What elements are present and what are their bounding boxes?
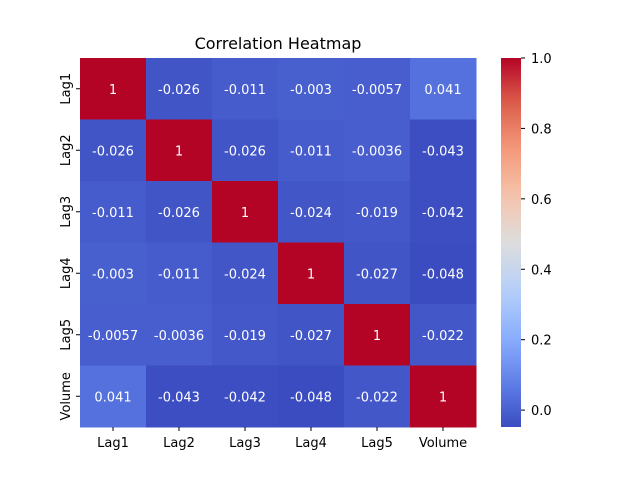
chart-title: Correlation Heatmap	[195, 34, 362, 53]
heatmap-cell	[146, 365, 213, 428]
cell-value-label: -0.043	[422, 144, 464, 159]
cell-value-label: -0.019	[356, 206, 398, 221]
colorbar-tick-label: 0.6	[531, 193, 552, 208]
colorbar-tick-label: 0.2	[531, 334, 552, 349]
cell-value-label: -0.022	[356, 390, 398, 405]
cell-value-label: -0.0057	[88, 329, 138, 344]
cell-value-label: -0.003	[92, 267, 134, 282]
x-tick-label: Volume	[419, 436, 467, 451]
cell-value-label: -0.026	[158, 83, 200, 98]
heatmap-cell	[344, 242, 411, 305]
cell-value-label: -0.0036	[154, 329, 204, 344]
colorbar-tick-label: 1.0	[531, 52, 552, 67]
heatmap-cell	[278, 304, 345, 366]
x-tick-label: Lag4	[295, 436, 327, 451]
cell-value-label: -0.048	[290, 390, 332, 405]
heatmap-cell	[80, 365, 147, 428]
x-axis: Lag1 Lag2 Lag3 Lag4 Lag5 Volume	[97, 427, 467, 451]
cell-value-label: -0.042	[224, 390, 266, 405]
heatmap-cell	[146, 304, 213, 366]
heatmap-cell	[278, 58, 345, 120]
x-tick-label: Lag2	[163, 436, 195, 451]
y-tick-label: Lag5	[59, 319, 74, 351]
cell-value-label: 1	[175, 144, 183, 159]
heatmap-cell	[80, 58, 147, 120]
heatmap-cell	[146, 181, 213, 243]
x-tick-label: Lag5	[361, 436, 393, 451]
heatmap-cell	[410, 242, 477, 305]
heatmap-cell	[80, 242, 147, 305]
cell-value-label: 1	[373, 329, 381, 344]
cell-value-label: 1	[439, 390, 447, 405]
cell-value-label: 1	[307, 267, 315, 282]
cell-value-label: 1	[241, 206, 249, 221]
y-tick-label: Lag4	[59, 257, 74, 289]
colorbar-tick-label: 0.8	[531, 122, 552, 137]
cell-value-label: 0.041	[424, 83, 461, 98]
y-tick-label: Lag2	[59, 134, 74, 166]
heatmap-cell	[410, 181, 477, 243]
heatmap-cell	[344, 181, 411, 243]
y-tick-label: Lag3	[59, 196, 74, 228]
cell-value-label: -0.011	[224, 83, 266, 98]
cell-value-label: -0.0057	[352, 83, 402, 98]
cell-value-label: -0.011	[158, 267, 200, 282]
heatmap-cell	[146, 242, 213, 305]
heatmap-cell	[278, 242, 345, 305]
heatmap-cell	[80, 119, 147, 182]
cell-value-label: -0.0036	[352, 144, 402, 159]
x-tick-label: Lag3	[229, 436, 261, 451]
y-axis: Lag1 Lag2 Lag3 Lag4 Lag5 Volume	[59, 73, 80, 420]
cell-value-label: -0.026	[224, 144, 266, 159]
cell-value-label: -0.011	[92, 206, 134, 221]
y-tick-label: Volume	[59, 372, 74, 420]
colorbar-tick-label: 0.4	[531, 263, 552, 278]
cell-value-label: -0.042	[422, 206, 464, 221]
heatmap-cell	[344, 119, 411, 182]
heatmap-cell	[410, 58, 477, 120]
colorbar-gradient	[501, 58, 521, 427]
heatmap-cell	[146, 58, 213, 120]
heatmap-cell	[278, 365, 345, 428]
heatmap-cell	[212, 242, 279, 305]
cell-value-label: -0.011	[290, 144, 332, 159]
cell-value-label: -0.024	[290, 206, 332, 221]
colorbar: 0.0 0.2 0.4 0.6 0.8 1.0	[501, 52, 552, 427]
cell-value-label: 1	[109, 83, 117, 98]
heatmap-cell	[278, 181, 345, 243]
heatmap-cell	[212, 365, 279, 428]
heatmap-cell	[212, 119, 279, 182]
heatmap-cell	[212, 181, 279, 243]
cell-value-label: -0.026	[158, 206, 200, 221]
cell-value-label: -0.022	[422, 329, 464, 344]
y-tick-label: Lag1	[59, 73, 74, 105]
colorbar-tick-label: 0.0	[531, 404, 552, 419]
x-tick-label: Lag1	[97, 436, 129, 451]
heatmap-cell	[344, 365, 411, 428]
heatmap-cell	[212, 304, 279, 366]
heatmap-cell	[80, 304, 147, 366]
cell-value-label: -0.003	[290, 83, 332, 98]
cell-value-label: -0.019	[224, 329, 266, 344]
heatmap-cell	[278, 119, 345, 182]
cell-value-label: 0.041	[94, 390, 131, 405]
cell-value-label: -0.024	[224, 267, 266, 282]
cell-value-label: -0.026	[92, 144, 134, 159]
heatmap-cell	[410, 365, 477, 428]
heatmap-cell	[410, 119, 477, 182]
heatmap-cell	[146, 119, 213, 182]
cell-value-label: -0.027	[290, 329, 332, 344]
heatmap-cell	[80, 181, 147, 243]
heatmap-cell	[344, 58, 411, 120]
heatmap-cell	[410, 304, 477, 366]
cell-value-label: -0.048	[422, 267, 464, 282]
cell-value-label: -0.027	[356, 267, 398, 282]
heatmap-cells: 1 -0.026 -0.011 -0.003 -0.0057 0.041 -0.026 1 -0…	[80, 58, 477, 428]
heatmap-cell	[344, 304, 411, 366]
cell-value-label: -0.043	[158, 390, 200, 405]
heatmap-cell	[212, 58, 279, 120]
